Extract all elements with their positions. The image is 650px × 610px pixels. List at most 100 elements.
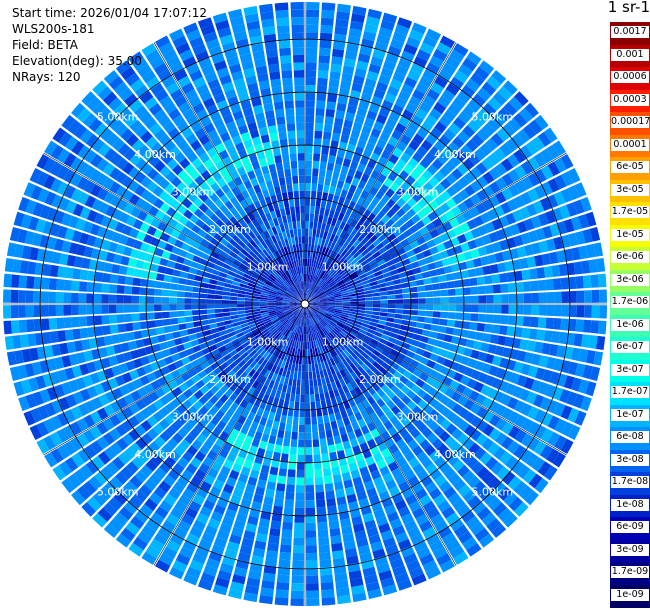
range-gate-cell xyxy=(167,362,177,372)
range-gate-cell xyxy=(289,245,294,253)
range-gate-cell xyxy=(296,221,301,229)
range-gate-cell xyxy=(469,428,482,442)
range-gate-cell xyxy=(474,237,485,248)
range-gate-cell xyxy=(376,388,386,398)
range-gate-cell xyxy=(289,315,296,322)
range-gate-cell xyxy=(223,316,232,321)
range-gate-cell xyxy=(369,247,379,255)
range-gate-cell xyxy=(412,405,423,416)
range-gate-cell xyxy=(189,214,199,224)
range-gate-cell xyxy=(211,544,225,555)
range-gate-cell xyxy=(407,275,416,282)
range-gate-cell xyxy=(272,178,280,188)
range-gate-cell xyxy=(419,226,429,236)
range-gate-cell xyxy=(285,291,293,297)
range-gate-cell xyxy=(423,323,432,331)
range-gate-cell xyxy=(346,555,359,565)
range-gate-cell xyxy=(300,394,305,403)
range-gate-cell xyxy=(63,279,73,291)
range-gate-cell xyxy=(198,134,210,146)
range-gate-cell xyxy=(455,288,464,296)
range-gate-cell xyxy=(252,295,261,300)
range-gate-cell xyxy=(376,138,387,149)
colorbar-tick-label: 1.7e-05 xyxy=(611,206,649,218)
range-gate-cell xyxy=(168,218,178,228)
range-gate-cell xyxy=(177,457,189,469)
range-gate-cell xyxy=(334,117,344,127)
range-gate-cell xyxy=(358,354,367,363)
range-gate-cell xyxy=(290,9,304,18)
range-gate-cell xyxy=(278,40,291,49)
range-gate-cell xyxy=(298,439,305,448)
range-gate-cell xyxy=(79,327,89,339)
range-gate-cell xyxy=(360,189,369,200)
colorbar-tick-label: 0.00017 xyxy=(611,116,650,128)
range-gate-cell xyxy=(74,340,84,352)
range-gate-cell xyxy=(452,193,463,205)
range-gate-cell xyxy=(199,287,208,294)
range-gate-cell xyxy=(163,274,172,283)
range-gate-cell xyxy=(214,389,224,399)
range-gate-cell xyxy=(290,323,295,331)
range-gate-cell xyxy=(14,243,25,258)
range-gate-cell xyxy=(268,535,280,545)
range-gate-cell xyxy=(419,520,433,533)
range-gate-cell xyxy=(149,538,165,552)
range-gate-cell xyxy=(351,515,363,526)
range-gate-cell xyxy=(288,269,293,277)
range-gate-cell xyxy=(356,288,364,293)
range-gate-cell xyxy=(378,106,391,118)
range-gate-cell xyxy=(193,400,204,411)
range-gate-cell xyxy=(209,279,218,285)
range-gate-cell xyxy=(303,281,305,289)
range-gate-cell xyxy=(328,155,336,164)
range-gate-cell xyxy=(264,557,278,567)
range-gate-cell xyxy=(549,223,560,237)
range-label: 5.00km xyxy=(97,111,139,124)
range-gate-cell xyxy=(263,565,277,575)
range-gate-cell xyxy=(354,483,365,494)
range-label: 2.00km xyxy=(359,223,401,236)
range-gate-cell xyxy=(318,245,324,254)
range-gate-cell xyxy=(333,263,341,271)
range-gate-cell xyxy=(482,102,497,117)
range-gate-cell xyxy=(319,308,327,311)
range-gate-cell xyxy=(599,305,607,319)
range-gate-cell xyxy=(81,91,96,107)
range-gate-cell xyxy=(476,128,490,142)
range-gate-cell xyxy=(340,287,348,293)
range-gate-cell xyxy=(408,280,417,287)
range-gate-cell xyxy=(559,389,571,404)
range-gate-cell xyxy=(192,552,207,565)
range-gate-cell xyxy=(338,257,346,265)
range-gate-cell xyxy=(289,145,297,154)
range-gate-cell xyxy=(470,313,479,322)
range-gate-cell xyxy=(301,266,304,274)
range-gate-cell xyxy=(137,386,148,398)
range-gate-cell xyxy=(283,506,294,516)
range-gate-cell xyxy=(433,304,441,311)
range-gate-cell xyxy=(511,460,525,475)
range-gate-cell xyxy=(57,412,70,427)
range-gate-cell xyxy=(327,301,336,303)
range-gate-cell xyxy=(424,317,433,324)
range-gate-cell xyxy=(425,114,438,127)
range-gate-cell xyxy=(174,95,188,108)
range-gate-cell xyxy=(208,284,217,290)
range-gate-cell xyxy=(279,223,286,233)
range-gate-cell xyxy=(217,370,227,380)
range-gate-cell xyxy=(262,285,271,291)
range-gate-cell xyxy=(390,405,401,416)
range-gate-cell xyxy=(182,108,195,120)
range-gate-cell xyxy=(334,296,343,300)
range-gate-cell xyxy=(345,486,355,496)
range-gate-cell xyxy=(190,261,200,269)
range-gate-cell xyxy=(491,274,501,284)
range-gate-cell xyxy=(386,285,395,291)
range-gate-cell xyxy=(327,86,339,96)
range-gate-cell xyxy=(305,537,317,546)
range-gate-cell xyxy=(298,243,302,252)
range-gate-cell xyxy=(416,127,429,139)
range-gate-cell xyxy=(118,333,128,343)
range-gate-cell xyxy=(476,406,488,419)
